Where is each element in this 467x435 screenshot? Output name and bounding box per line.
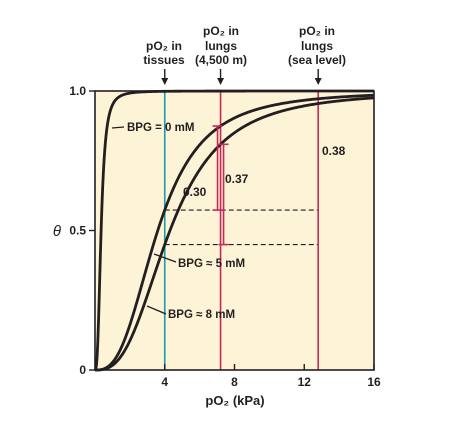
pO2-reference-lines: [163, 91, 320, 370]
axis-ticks: 4 8 12 16 0 0.5 1.0: [69, 84, 381, 389]
x-tick-label-1: 8: [231, 375, 238, 389]
y-tick-label-1: 0.5: [69, 224, 86, 238]
label-lungs-sea-line1: pO₂ in: [299, 24, 335, 38]
dashed-reference-lines: [164, 209, 319, 246]
leader-bpg-5: [153, 253, 177, 263]
series-label-bpg-8: BPG ≈ 8 mM: [168, 309, 235, 321]
series-label-bpg-5: BPG ≈ 5 mM: [178, 258, 245, 270]
label-lungs-high-line3: (4,500 m): [195, 53, 247, 67]
y-tick-label-2: 1.0: [69, 84, 86, 98]
label-tissues-line2: tissues: [143, 53, 185, 67]
x-tick-label-3: 16: [367, 375, 381, 389]
label-lungs-sea-line2: lungs: [301, 39, 333, 53]
leader-bpg-8: [146, 305, 167, 315]
plot-area: [95, 91, 374, 370]
label-lungs-sea-line3: (sea level): [288, 53, 346, 67]
difference-brackets: [212, 125, 229, 246]
series-curve-2: [95, 96, 375, 372]
arrow-head-2: [314, 78, 322, 85]
annotation-0-37: 0.37: [225, 172, 249, 186]
label-tissues-line1: pO₂ in: [146, 39, 182, 53]
y-axis-label: θ: [53, 223, 61, 240]
x-axis-label: pO₂ (kPa): [205, 393, 264, 408]
series-label-bpg-0: BPG = 0 mM: [127, 122, 194, 134]
label-lungs-high-line1: pO₂ in: [203, 24, 239, 38]
arrow-head-0: [161, 78, 169, 85]
leader-bpg-0: [111, 126, 125, 129]
x-tick-label-0: 4: [161, 375, 168, 389]
annotation-0-30: 0.30: [183, 185, 207, 199]
label-arrows: [161, 69, 322, 85]
y-tick-label-0: 0: [79, 363, 86, 377]
annotation-0-38: 0.38: [322, 144, 346, 158]
x-tick-label-2: 12: [298, 375, 312, 389]
label-lungs-high-line2: lungs: [205, 39, 237, 53]
series-curve-1: [95, 93, 375, 372]
arrow-head-1: [217, 78, 225, 85]
